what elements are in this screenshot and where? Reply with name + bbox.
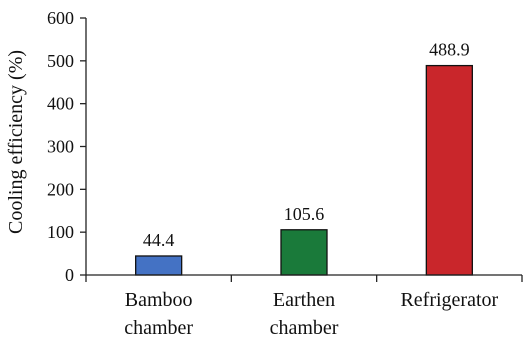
data-label: 488.9 bbox=[429, 40, 470, 60]
y-tick-label: 0 bbox=[65, 265, 74, 285]
category-label: Earthen bbox=[273, 289, 335, 311]
bar bbox=[425, 64, 473, 276]
y-axis-title: Cooling efficiency (%) bbox=[5, 50, 27, 234]
y-tick-label: 600 bbox=[47, 8, 74, 28]
y-tick-label: 500 bbox=[47, 51, 74, 71]
data-labels: 44.4 105.6 488.9 bbox=[143, 40, 470, 250]
y-tick-label: 300 bbox=[47, 137, 74, 157]
y-tick-label: 200 bbox=[47, 179, 74, 199]
category-label: Refrigerator bbox=[400, 289, 498, 311]
data-label: 105.6 bbox=[284, 204, 325, 224]
bar bbox=[135, 255, 183, 276]
data-label: 44.4 bbox=[143, 230, 175, 250]
y-axis-ticks: 0 100 200 300 400 500 600 bbox=[47, 8, 87, 285]
category-label: chamber bbox=[270, 317, 339, 339]
category-label: Bamboo bbox=[125, 289, 193, 311]
category-label: chamber bbox=[124, 317, 193, 339]
category-labels: Bamboo chamber Earthen chamber Refrigerator bbox=[124, 289, 498, 339]
y-axis-title-group: Cooling efficiency (%) bbox=[5, 50, 27, 234]
bar bbox=[280, 229, 328, 276]
x-axis bbox=[85, 274, 523, 282]
bars bbox=[135, 64, 473, 276]
y-tick-label: 100 bbox=[47, 222, 74, 242]
y-tick-label: 400 bbox=[47, 94, 74, 114]
